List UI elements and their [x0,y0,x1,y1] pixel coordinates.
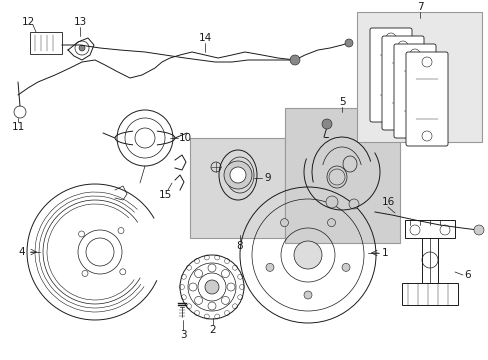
Circle shape [321,119,331,129]
Text: 14: 14 [198,33,211,43]
Circle shape [229,167,245,183]
Bar [404,220,454,238]
Text: 2: 2 [209,325,216,335]
Circle shape [341,264,349,271]
Bar [190,138,285,238]
Text: 8: 8 [236,241,243,251]
Circle shape [265,264,273,271]
Bar [421,238,437,283]
Circle shape [348,199,358,209]
Circle shape [224,161,251,189]
Text: 7: 7 [416,2,423,12]
Text: 6: 6 [464,270,470,280]
Text: 16: 16 [381,197,394,207]
Circle shape [289,55,299,65]
Circle shape [304,291,311,299]
Text: 9: 9 [264,173,271,183]
Text: 11: 11 [11,122,24,132]
FancyBboxPatch shape [369,28,411,122]
Text: 1: 1 [381,248,387,258]
FancyBboxPatch shape [405,52,447,146]
Bar [30,32,62,54]
Bar [285,108,399,243]
Circle shape [293,241,321,269]
Text: 5: 5 [338,97,345,107]
Circle shape [280,219,288,227]
Text: 12: 12 [21,17,35,27]
FancyBboxPatch shape [393,44,435,138]
Text: 15: 15 [158,190,171,200]
Circle shape [79,45,85,51]
Circle shape [473,225,483,235]
Text: 13: 13 [73,17,86,27]
Circle shape [345,39,352,47]
Text: 4: 4 [19,247,25,257]
Bar [401,283,457,305]
Bar [356,12,481,142]
FancyBboxPatch shape [381,36,423,130]
Circle shape [325,196,337,208]
Text: 10: 10 [178,133,191,143]
Circle shape [204,280,219,294]
Circle shape [327,219,335,227]
Text: 3: 3 [179,330,186,340]
